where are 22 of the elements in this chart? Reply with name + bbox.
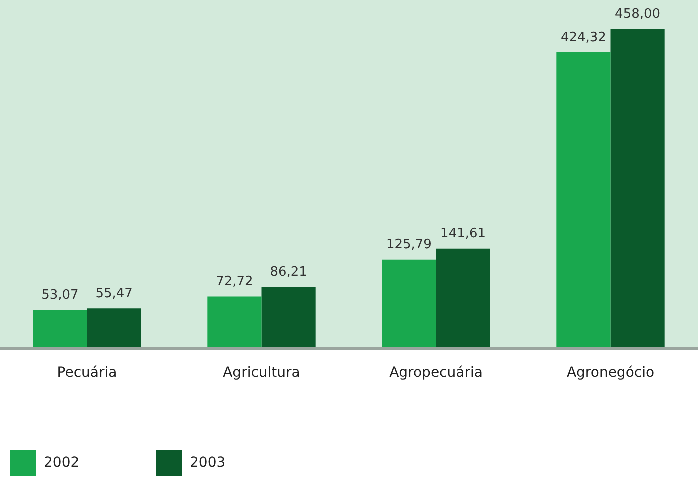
bar [208,296,262,348]
legend-label: 2002 [44,455,80,471]
x-tick-label: Agronegócio [566,365,655,382]
data-label: 72,72 [216,274,254,290]
x-tick-label: Agropecuária [390,365,483,382]
x-tick-label: Pecuária [57,365,118,382]
legend-label: 2003 [190,455,226,471]
data-label: 55,47 [96,286,133,302]
bar [87,308,142,348]
data-label: 424,32 [560,30,606,46]
bar [262,287,316,348]
bar [382,260,436,348]
bar [33,310,88,348]
data-label: 125,79 [386,238,432,253]
x-tick-label: Agricultura [223,365,300,382]
data-label: 141,61 [440,226,486,242]
data-label: 458,00 [615,7,661,22]
bar [436,248,490,348]
data-label: 53,07 [42,288,79,304]
data-label: 86,21 [270,265,308,280]
bar [556,52,611,348]
bar [610,29,665,348]
